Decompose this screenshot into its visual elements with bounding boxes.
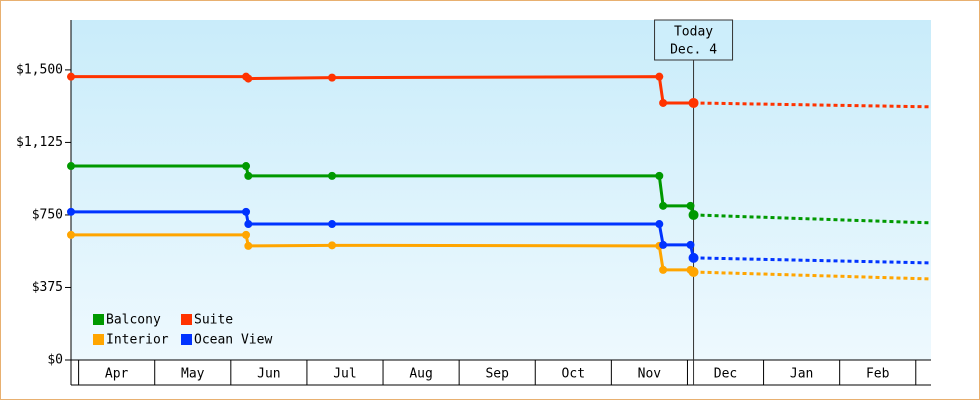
x-tick-label: Sep	[485, 367, 509, 382]
x-tick-label: Oct	[562, 367, 585, 382]
forecast-line	[693, 213, 932, 225]
data-point	[688, 209, 699, 220]
legend-label: Suite	[194, 313, 233, 328]
data-point	[659, 98, 668, 107]
data-point	[244, 171, 253, 180]
legend-label: Interior	[106, 333, 169, 348]
data-point	[328, 241, 337, 250]
data-point	[67, 230, 75, 239]
x-tick-label: May	[181, 367, 205, 382]
today-box	[654, 19, 734, 61]
data-point	[67, 72, 75, 81]
legend-swatch	[93, 314, 104, 325]
x-tick-label: Apr	[105, 367, 129, 382]
data-point	[244, 74, 253, 83]
today-label: Dec. 4	[670, 43, 717, 58]
data-point	[328, 171, 337, 180]
plot-area	[71, 20, 931, 360]
data-point	[659, 201, 668, 210]
data-point	[655, 220, 664, 229]
data-point	[655, 72, 664, 81]
x-tick-label: Feb	[866, 367, 890, 382]
data-point	[659, 265, 668, 274]
data-point	[655, 171, 664, 180]
data-point	[67, 207, 75, 216]
legend-label: Ocean View	[194, 333, 272, 348]
data-point	[328, 73, 337, 82]
x-tick-label: Jun	[257, 367, 280, 382]
y-tick-label: $0	[47, 353, 63, 368]
y-tick-label: $1,125	[16, 135, 63, 150]
legend-swatch	[181, 314, 192, 325]
x-tick-label: Dec	[714, 367, 737, 382]
x-tick-label: Aug	[409, 367, 432, 382]
forecast-line	[693, 270, 932, 281]
data-point	[242, 162, 251, 171]
data-point	[659, 240, 668, 249]
x-tick-label: Nov	[638, 367, 662, 382]
y-tick-label: $1,500	[16, 62, 63, 77]
data-point	[242, 230, 251, 239]
legend-swatch	[181, 334, 192, 345]
forecast-line	[693, 256, 932, 265]
data-point	[686, 240, 695, 249]
legend-label: Balcony	[106, 313, 161, 328]
data-point	[328, 220, 337, 229]
data-point	[686, 201, 695, 210]
data-point	[67, 162, 75, 171]
data-point	[688, 267, 699, 278]
data-point	[688, 97, 699, 108]
today-label: Today	[674, 25, 713, 40]
x-tick-label: Jan	[790, 367, 813, 382]
y-tick-label: $750	[32, 207, 63, 222]
legend-swatch	[93, 334, 104, 345]
x-tick-label: Jul	[333, 367, 356, 382]
data-point	[688, 252, 699, 263]
forecast-line	[693, 101, 932, 109]
y-tick-label: $375	[32, 280, 63, 295]
data-point	[242, 207, 251, 216]
data-point	[244, 220, 253, 229]
data-point	[244, 241, 253, 250]
